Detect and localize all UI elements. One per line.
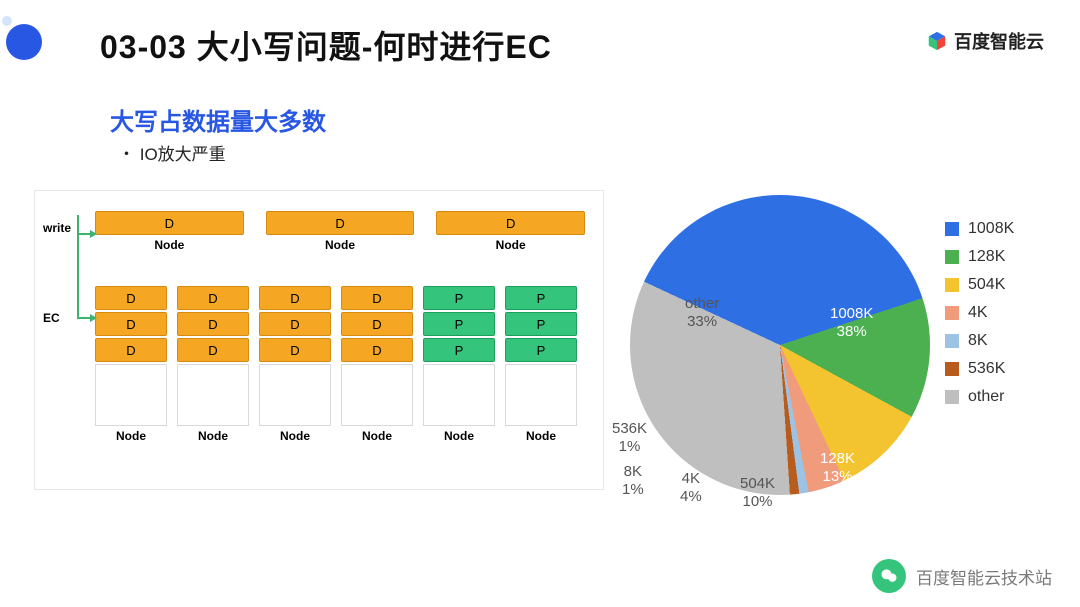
ec-column: DDDNode: [341, 286, 413, 443]
wechat-avatar-icon: [872, 559, 906, 593]
parity-cell: P: [505, 312, 577, 336]
empty-slot: [95, 364, 167, 426]
node-label: Node: [266, 238, 415, 252]
pie-slice-label: 8K1%: [622, 463, 644, 499]
data-cell: D: [177, 338, 249, 362]
data-cell: D: [341, 338, 413, 362]
data-cell: D: [259, 312, 331, 336]
data-cell: D: [95, 338, 167, 362]
data-cell: D: [95, 312, 167, 336]
node-label: Node: [259, 429, 331, 443]
write-node: D Node: [266, 211, 415, 252]
data-cell: D: [95, 286, 167, 310]
legend-label: 1008K: [968, 220, 1014, 238]
empty-slot: [505, 364, 577, 426]
legend-item: other: [945, 388, 1014, 406]
connector-ec: [77, 215, 95, 319]
legend-swatch: [945, 222, 959, 236]
node-label: Node: [341, 429, 413, 443]
bullet-io: ・ IO放大严重: [118, 140, 226, 165]
section-subtitle: 大写占数据量大多数: [110, 102, 326, 137]
legend-label: 536K: [968, 360, 1005, 378]
write-node: D Node: [436, 211, 585, 252]
pie-slice-label: other33%: [685, 295, 719, 331]
parity-cell: P: [423, 338, 495, 362]
legend-swatch: [945, 334, 959, 348]
corner-accent: [6, 24, 42, 60]
empty-slot: [341, 364, 413, 426]
ec-column: DDDNode: [177, 286, 249, 443]
footer-attribution: 百度智能云技术站: [872, 559, 1052, 593]
parity-cell: P: [423, 286, 495, 310]
brand-logo: 百度智能云: [926, 28, 1044, 54]
empty-slot: [259, 364, 331, 426]
parity-cell: P: [423, 312, 495, 336]
legend-label: 8K: [968, 332, 988, 350]
legend-item: 504K: [945, 276, 1014, 294]
ec-column: DDDNode: [95, 286, 167, 443]
legend-item: 8K: [945, 332, 1014, 350]
legend-label: 4K: [968, 304, 988, 322]
parity-cell: P: [505, 338, 577, 362]
ec-column: DDDNode: [259, 286, 331, 443]
pie-chart: 1008K38%128K13%504K10%4K4%8K1%536K1%othe…: [630, 195, 930, 495]
legend-swatch: [945, 362, 959, 376]
pie-legend: 1008K 128K 504K 4K 8K 536K other: [945, 220, 1014, 416]
label-write: write: [43, 221, 71, 235]
empty-slot: [177, 364, 249, 426]
legend-item: 1008K: [945, 220, 1014, 238]
legend-item: 4K: [945, 304, 1014, 322]
data-cell: D: [341, 286, 413, 310]
legend-swatch: [945, 250, 959, 264]
page-title: 03-03 大小写问题-何时进行EC: [100, 22, 552, 68]
footer-text: 百度智能云技术站: [916, 564, 1052, 589]
legend-item: 128K: [945, 248, 1014, 266]
legend-label: other: [968, 388, 1004, 406]
ec-column: PPPNode: [505, 286, 577, 443]
legend-label: 128K: [968, 248, 1005, 266]
legend-label: 504K: [968, 276, 1005, 294]
data-block: D: [436, 211, 585, 235]
write-ec-diagram: write EC DNodeDNodeDNode DDDNodeDDDNodeD…: [34, 190, 604, 490]
node-label: Node: [177, 429, 249, 443]
data-cell: D: [177, 286, 249, 310]
node-label: Node: [95, 429, 167, 443]
pie-slice-label: 504K10%: [740, 475, 775, 511]
node-label: Node: [505, 429, 577, 443]
brand-text: 百度智能云: [954, 28, 1044, 54]
pie-slice-label: 4K4%: [680, 470, 702, 506]
data-cell: D: [259, 338, 331, 362]
pie-slice-label: 1008K38%: [830, 305, 873, 341]
data-cell: D: [341, 312, 413, 336]
data-block: D: [95, 211, 244, 235]
pie-slice-label: 128K13%: [820, 450, 855, 486]
cube-icon: [926, 30, 948, 52]
node-label: Node: [436, 238, 585, 252]
pie-slice-label: 536K1%: [612, 420, 647, 456]
data-cell: D: [177, 312, 249, 336]
legend-item: 536K: [945, 360, 1014, 378]
legend-swatch: [945, 390, 959, 404]
ec-column: PPPNode: [423, 286, 495, 443]
node-label: Node: [423, 429, 495, 443]
node-label: Node: [95, 238, 244, 252]
legend-swatch: [945, 278, 959, 292]
data-cell: D: [259, 286, 331, 310]
label-ec: EC: [43, 311, 60, 325]
empty-slot: [423, 364, 495, 426]
data-block: D: [266, 211, 415, 235]
legend-swatch: [945, 306, 959, 320]
write-node: D Node: [95, 211, 244, 252]
parity-cell: P: [505, 286, 577, 310]
